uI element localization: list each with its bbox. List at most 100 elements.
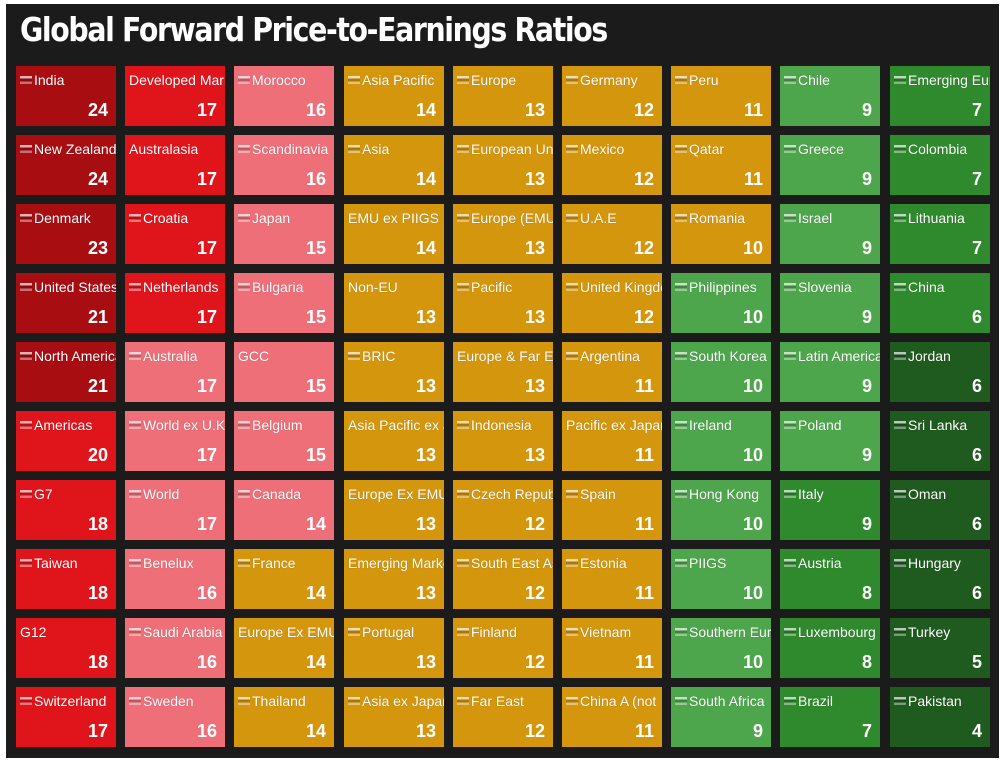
cell-label: Romania — [675, 210, 771, 226]
cell-value: 13 — [415, 514, 436, 534]
cell-value: 12 — [633, 100, 654, 120]
cell-label-text: Europe (EMU) — [471, 210, 553, 226]
heatmap-cell: Benelux 16 — [125, 549, 225, 609]
flag-icon — [675, 628, 687, 636]
cell-value: 13 — [524, 100, 545, 120]
cell-label-text: World — [143, 486, 180, 502]
cell-label: South Korea — [675, 348, 771, 364]
cell-value: 11 — [634, 514, 654, 534]
cell-value: 12 — [524, 721, 545, 741]
cell-label-text: Asia Pacific ex Japan — [348, 417, 444, 433]
flag-icon — [457, 76, 469, 84]
heatmap-cell: Hungary 6 — [890, 549, 990, 609]
heatmap-cell: Spain 11 — [562, 480, 662, 540]
cell-label-text: India — [34, 72, 65, 88]
heatmap-cell: Europe (EMU) 13 — [453, 204, 553, 264]
cell-label-text: PIIGS — [689, 555, 727, 571]
cell-value: 9 — [861, 307, 872, 327]
heatmap-cell: BRIC 13 — [344, 342, 444, 402]
cell-label-text: Greece — [798, 141, 844, 157]
heatmap-cell: Asia 14 — [344, 135, 444, 195]
heatmap-cell: Mexico 12 — [562, 135, 662, 195]
heatmap-cell: Jordan 6 — [890, 342, 990, 402]
cell-label-text: United States — [34, 279, 116, 295]
cell-label-text: Czech Republic — [471, 486, 553, 502]
heatmap-cell: Lithuania 7 — [890, 204, 990, 264]
flag-icon — [784, 559, 796, 567]
cell-label-text: Asia — [362, 141, 390, 157]
globe-icon — [348, 145, 360, 153]
heatmap-cell: Japan 15 — [234, 204, 334, 264]
heatmap-cell: Romania 10 — [671, 204, 771, 264]
cell-label-text: Bulgaria — [252, 279, 304, 295]
cell-label: Latin America — [784, 348, 880, 364]
flag-icon — [129, 697, 141, 705]
heatmap-cell: G7 18 — [16, 480, 116, 540]
heatmap-cell: North America 21 — [16, 342, 116, 402]
cell-label-text: Hungary — [908, 555, 961, 571]
cell-label: Australia — [129, 348, 225, 364]
flag-icon — [894, 283, 906, 291]
cell-value: 6 — [971, 514, 982, 534]
cell-label: South Africa — [675, 693, 771, 709]
cell-label-text: Portugal — [362, 624, 415, 640]
cell-label-text: North America — [34, 348, 116, 364]
heatmap-cell: Luxembourg 8 — [780, 618, 880, 678]
heatmap-cell: Scandinavia 16 — [234, 135, 334, 195]
cell-value: 17 — [196, 376, 217, 396]
heatmap-cell: Estonia 11 — [562, 549, 662, 609]
heatmap-cell: Argentina 11 — [562, 342, 662, 402]
cell-value: 12 — [633, 238, 654, 258]
cell-label: Europe — [457, 72, 553, 88]
cell-label: India — [20, 72, 116, 88]
flag-icon — [457, 145, 469, 153]
cell-label: Croatia — [129, 210, 225, 226]
heatmap-cell: Morocco 16 — [234, 66, 334, 126]
cell-label-text: Estonia — [580, 555, 627, 571]
cell-label: South East Asia — [457, 555, 553, 571]
flag-icon — [129, 559, 141, 567]
cell-label-text: France — [252, 555, 296, 571]
heatmap-cell: Europe Ex EMU 14 — [234, 618, 334, 678]
cell-value: 17 — [196, 307, 217, 327]
cell-label-text: Australia — [143, 348, 198, 364]
cell-label-text: Qatar — [689, 141, 725, 157]
heatmap-cell: South Africa 9 — [671, 687, 771, 747]
flag-icon — [238, 421, 250, 429]
cell-label: Hungary — [894, 555, 990, 571]
globe-icon — [20, 421, 32, 429]
heatmap-cell: Philippines 10 — [671, 273, 771, 333]
heatmap-cell: Brazil 7 — [780, 687, 880, 747]
cell-value: 16 — [196, 583, 217, 603]
flag-icon — [784, 214, 796, 222]
cell-value: 7 — [971, 100, 982, 120]
cell-label: Chile — [784, 72, 880, 88]
flag-icon — [675, 76, 687, 84]
flag-icon — [894, 145, 906, 153]
cell-label-text: Denmark — [34, 210, 91, 226]
cell-label-text: Chile — [798, 72, 830, 88]
heatmap-cell: GCC 15 — [234, 342, 334, 402]
cell-label: Europe & Far East — [457, 348, 553, 364]
cell-label: China A (not — [566, 693, 662, 709]
flag-icon — [566, 697, 578, 705]
cell-label-text: Emerging Markets — [348, 555, 444, 571]
cell-label-text: Japan — [252, 210, 291, 226]
heatmap-cell: Colombia 7 — [890, 135, 990, 195]
cell-value: 7 — [971, 169, 982, 189]
cell-label: Denmark — [20, 210, 116, 226]
heatmap-cell: Non-EU 13 — [344, 273, 444, 333]
cell-label-text: G12 — [20, 624, 47, 640]
cell-label: Taiwan — [20, 555, 116, 571]
cell-label-text: Croatia — [143, 210, 189, 226]
cell-label-text: Far East — [471, 693, 524, 709]
cell-label-text: EMU ex PIIGS — [348, 210, 440, 226]
cell-value: 12 — [524, 514, 545, 534]
chart-frame: Global Forward Price-to-Earnings Ratios … — [6, 4, 999, 758]
cell-label: Sweden — [129, 693, 225, 709]
cell-label-text: Pakistan — [908, 693, 962, 709]
cell-value: 11 — [634, 583, 654, 603]
cell-value: 9 — [861, 169, 872, 189]
cell-value: 9 — [861, 376, 872, 396]
flag-icon — [20, 559, 32, 567]
